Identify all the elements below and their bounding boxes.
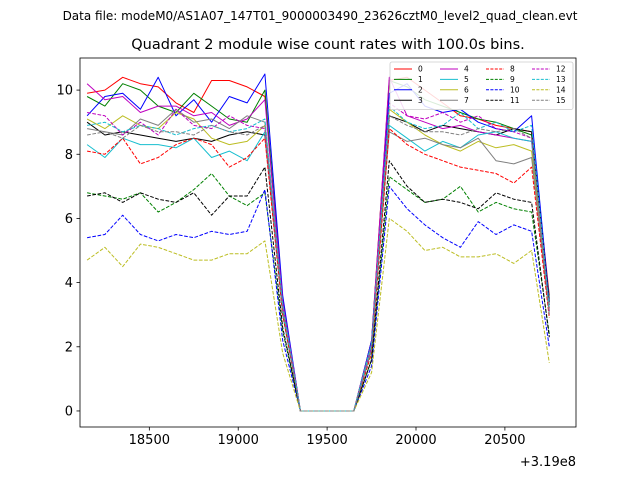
legend-label-9: 9 xyxy=(510,75,515,84)
legend-label-1: 1 xyxy=(418,75,423,84)
y-tick-label: 0 xyxy=(65,404,73,419)
x-tick-label: 20500 xyxy=(484,433,525,448)
legend-label-2: 2 xyxy=(418,85,423,94)
chart-title: Quadrant 2 module wise count rates with … xyxy=(131,37,525,53)
x-tick-label: 19500 xyxy=(306,433,347,448)
legend-label-4: 4 xyxy=(464,65,469,74)
legend-label-0: 0 xyxy=(418,65,423,74)
axes-frame xyxy=(79,57,577,428)
y-tick-label: 8 xyxy=(65,148,73,163)
y-tick-label: 10 xyxy=(56,84,73,99)
legend-label-6: 6 xyxy=(464,85,469,94)
legend-label-7: 7 xyxy=(464,96,469,105)
series-line-15 xyxy=(87,115,550,412)
x-offset-label: +3.19e8 xyxy=(520,455,576,470)
legend-label-11: 11 xyxy=(510,96,520,105)
legend-label-5: 5 xyxy=(464,75,469,84)
legend-label-13: 13 xyxy=(556,75,566,84)
y-tick-label: 4 xyxy=(65,276,73,291)
legend-label-14: 14 xyxy=(556,85,566,94)
series-line-14 xyxy=(86,217,550,412)
legend-label-12: 12 xyxy=(556,65,566,74)
y-tick-label: 6 xyxy=(65,212,73,227)
y-tick-label: 2 xyxy=(65,340,73,355)
series-layer xyxy=(86,73,550,412)
series-line-11 xyxy=(87,160,550,412)
plot-area xyxy=(80,58,576,427)
legend-label-15: 15 xyxy=(556,96,566,105)
legend-box xyxy=(389,61,574,110)
x-tick-label: 18500 xyxy=(129,433,170,448)
legend-label-10: 10 xyxy=(510,85,520,94)
x-tick-label: 20000 xyxy=(395,433,436,448)
plot-background xyxy=(80,58,576,427)
series-line-12 xyxy=(87,102,550,412)
legend-label-3: 3 xyxy=(418,96,423,105)
x-tick-label: 19000 xyxy=(218,433,259,448)
legend-label-8: 8 xyxy=(510,65,515,74)
chart-suptitle: Data file: modeM0/AS1A07_147T01_90000034… xyxy=(63,9,578,23)
